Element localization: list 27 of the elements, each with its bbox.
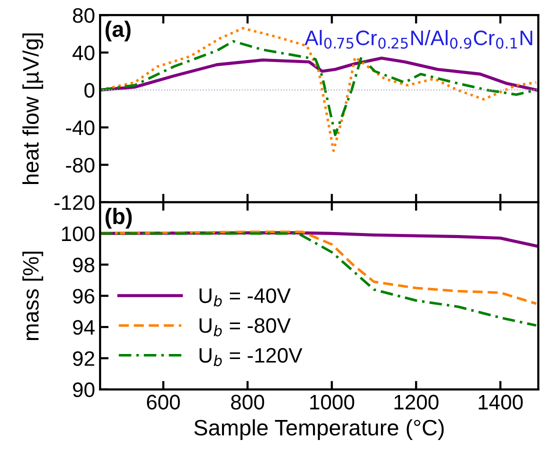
legend-label: U$_{b}$ = -40V [200, 288, 291, 306]
y-tick-label: 80 [72, 8, 94, 23]
y-tick-label: -40 [66, 120, 94, 136]
x-tick-label: 800 [231, 394, 264, 410]
line-series [100, 56, 538, 92]
y-tick-label: -80 [66, 158, 94, 173]
legend-label: U$_{b}$ = -120V [200, 348, 302, 366]
y-tick-label: 0 [84, 82, 94, 98]
x-tick-label: 1200 [394, 394, 438, 410]
x-axis-title: Sample Temperature (°C) [194, 419, 444, 440]
annotation: (a) [106, 20, 131, 42]
y-tick-label: 96 [73, 288, 94, 304]
y-tick-label: 100 [62, 226, 94, 242]
y-tick-label: 94 [73, 320, 95, 335]
y-tick-label: 40 [72, 46, 94, 60]
y-axis-title: mass [%] [22, 252, 44, 340]
x-tick-label: 1000 [310, 394, 354, 410]
y-tick-label: 90 [73, 382, 94, 398]
annotation: (b) [106, 208, 132, 229]
text: Al$_{0.75}$Cr$_{0.25}$N/Al$_{0.9}$Cr$_{0.1}$N [304, 30, 532, 49]
x-tick-label: 600 [146, 394, 180, 410]
legend-label: U$_{b}$ = -80V [200, 318, 291, 336]
y-tick-label: 92 [73, 351, 94, 366]
y-tick-label: 98 [73, 258, 94, 272]
y-tick-label: -120 [54, 195, 94, 210]
x-tick-label: 1400 [478, 394, 523, 410]
y-axis-title: heat flow [µV/g] [22, 33, 44, 184]
